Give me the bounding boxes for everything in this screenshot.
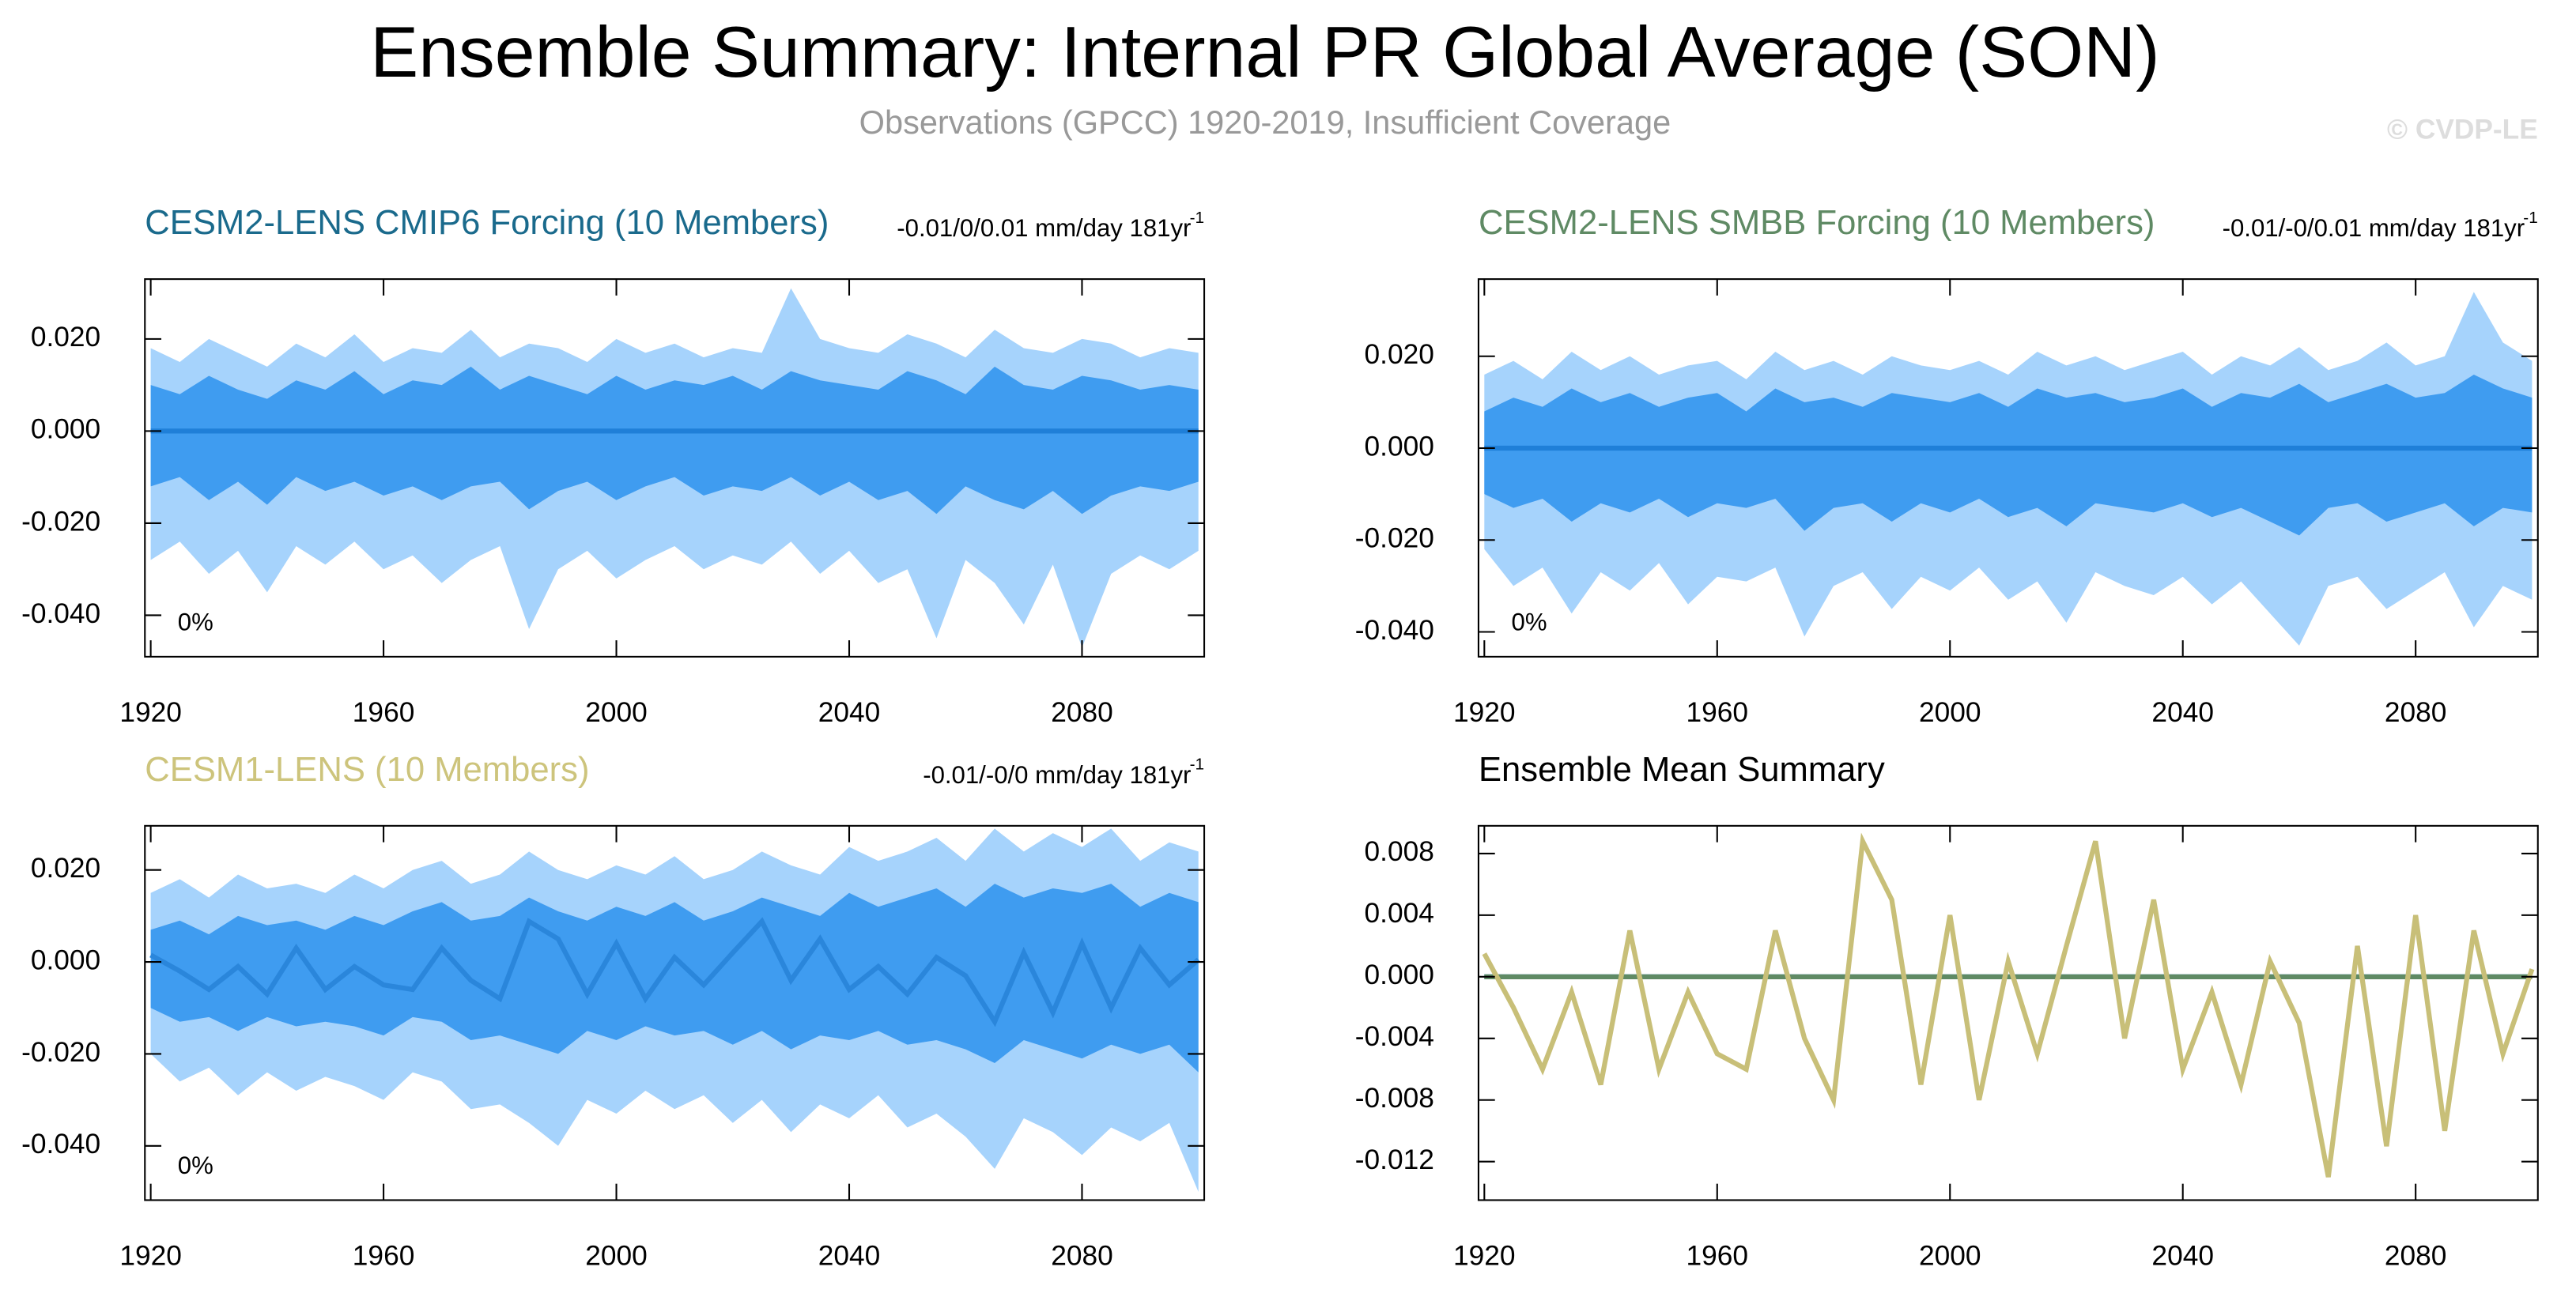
trend-exponent: -1 [1190,755,1204,773]
band [150,884,1199,1073]
x-tick-label: 2000 [585,697,648,728]
plot-area [1482,832,2535,1178]
x-tick-label: 2040 [818,697,881,728]
x-tick-label: 2080 [2385,697,2447,728]
trend-annotation: -0.01/-0/0.01 mm/day 181yr [2223,214,2525,242]
plot-area [149,828,1200,1192]
y-tick-label: -0.040 [21,1129,100,1159]
coverage: 0% [1512,609,1547,636]
y-tick-label: 0.020 [1365,339,1434,370]
y-tick-label: 0.000 [31,414,100,445]
band [150,366,1199,515]
subtitle: Observations (GPCC) 1920-2019, Insuffici… [859,104,1671,141]
frame [144,278,1206,658]
x-tick-label: 2000 [1919,697,1981,728]
frame [1477,824,2539,1201]
line [1482,832,2535,1178]
trend-annotation: -0.01/-0/0 mm/day 181yr [923,761,1191,789]
frame [1477,278,2539,658]
plot-area [150,288,1199,648]
plot-area [1484,292,2533,646]
x-tick-label: 1920 [119,1240,182,1271]
coverage: 0% [178,609,213,636]
y-tick-label: -0.020 [1355,523,1434,554]
x-tick-label: 1920 [119,697,182,728]
y-tick-label: -0.020 [21,506,100,537]
x-tick-label: 2040 [818,1240,881,1271]
panel-title: CESM2-LENS CMIP6 Forcing (10 Members) [145,204,829,242]
y-tick-label: -0.004 [1355,1021,1434,1052]
x-tick-label: 1920 [1453,1240,1516,1271]
credit: © CVDP-LE [2387,115,2538,145]
x-tick-label: 2040 [2151,1240,2214,1271]
x-tick-label: 1920 [1453,697,1516,728]
y-tick-label: 0.020 [31,322,100,353]
coverage: 0% [178,1152,213,1179]
mean-line [149,917,1200,1027]
x-tick-label: 2080 [1051,697,1113,728]
trend-exponent: -1 [1190,209,1204,227]
x-tick-label: 2000 [585,1240,648,1271]
y-tick-label: -0.008 [1355,1083,1434,1114]
x-tick-label: 1960 [353,697,415,728]
y-tick-label: 0.008 [1365,836,1434,867]
x-tick-label: 2080 [2385,1240,2447,1271]
y-tick-label: 0.000 [1365,960,1434,990]
x-tick-label: 1960 [353,1240,415,1271]
panel-title: CESM1-LENS (10 Members) [145,751,589,789]
panel-title: CESM2-LENS SMBB Forcing (10 Members) [1479,204,2155,242]
y-tick-label: -0.040 [1355,615,1434,646]
y-tick-label: 0.020 [31,853,100,884]
x-tick-label: 2000 [1919,1240,1981,1271]
y-tick-label: 0.000 [31,944,100,975]
x-tick-label: 2040 [2151,697,2214,728]
y-tick-label: -0.040 [21,598,100,629]
y-tick-label: 0.000 [1365,431,1434,462]
trend-exponent: -1 [2523,209,2537,227]
panel-title: Ensemble Mean Summary [1479,751,1885,789]
x-tick-label: 1960 [1686,697,1749,728]
trend-annotation: -0.01/0/0.01 mm/day 181yr [897,214,1191,242]
page-title: Ensemble Summary: Internal PR Global Ave… [370,12,2159,92]
y-tick-label: -0.012 [1355,1144,1434,1175]
x-tick-label: 2080 [1051,1240,1113,1271]
x-tick-label: 1960 [1686,1240,1749,1271]
band [1484,375,2533,536]
y-tick-label: -0.020 [21,1037,100,1068]
y-tick-label: 0.004 [1365,898,1434,929]
frame [144,824,1206,1201]
